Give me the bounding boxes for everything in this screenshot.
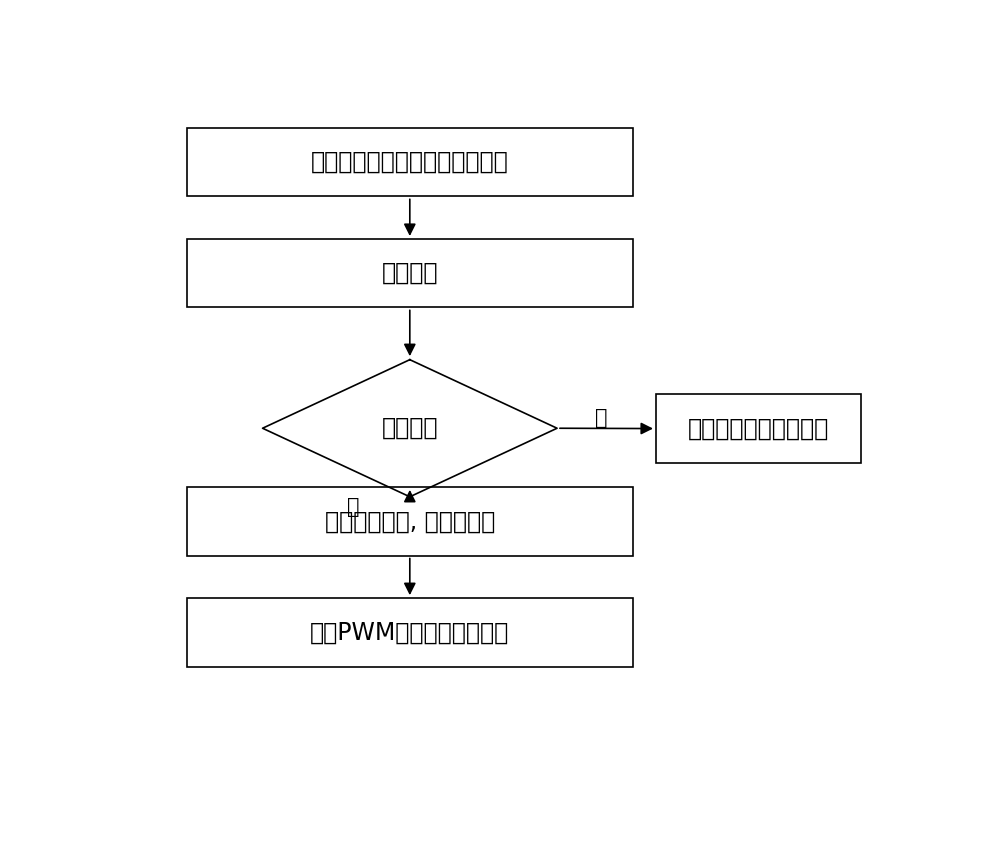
Text: 根据驾驶意愿控制电机: 根据驾驶意愿控制电机 xyxy=(688,416,829,441)
Text: 调制PWM波，驱动电机系统: 调制PWM波，驱动电机系统 xyxy=(310,620,509,644)
FancyBboxPatch shape xyxy=(656,394,861,463)
Text: 滤波处理: 滤波处理 xyxy=(382,261,438,285)
FancyBboxPatch shape xyxy=(187,239,633,308)
Text: 电机本体及控制器温度信号采集: 电机本体及控制器温度信号采集 xyxy=(311,150,509,174)
FancyBboxPatch shape xyxy=(187,487,633,555)
Polygon shape xyxy=(263,360,557,497)
FancyBboxPatch shape xyxy=(187,598,633,667)
Text: 是否过热: 是否过热 xyxy=(382,416,438,440)
Text: 否: 否 xyxy=(595,409,608,428)
Text: 是: 是 xyxy=(347,497,360,516)
FancyBboxPatch shape xyxy=(187,128,633,197)
Text: 启动温度控制, 输出占空比: 启动温度控制, 输出占空比 xyxy=(325,510,495,533)
